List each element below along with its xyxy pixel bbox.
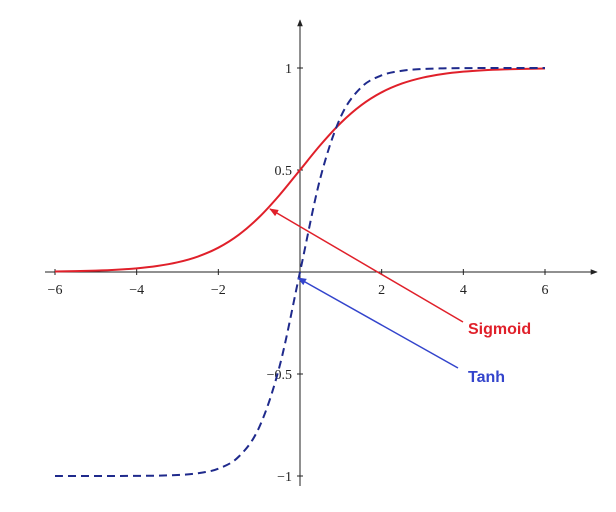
legend-arrow <box>297 277 459 369</box>
x-tick-label: 6 <box>542 283 549 298</box>
x-tick-label: −6 <box>48 283 63 298</box>
legend-label: Sigmoid <box>468 321 531 338</box>
x-tick-label: −4 <box>129 283 144 298</box>
y-tick-label: 0.5 <box>275 164 293 179</box>
x-tick-label: 4 <box>460 283 467 298</box>
series-line <box>54 66 546 478</box>
legend-label: Tanh <box>468 369 505 386</box>
y-tick-label: −1 <box>277 470 292 485</box>
series-line <box>54 67 546 273</box>
y-tick-label: −0.5 <box>267 368 292 383</box>
y-tick-label: 1 <box>285 62 292 77</box>
x-tick-label: 2 <box>378 283 385 298</box>
x-tick-label: −2 <box>211 283 226 298</box>
legend-arrow <box>269 208 464 323</box>
